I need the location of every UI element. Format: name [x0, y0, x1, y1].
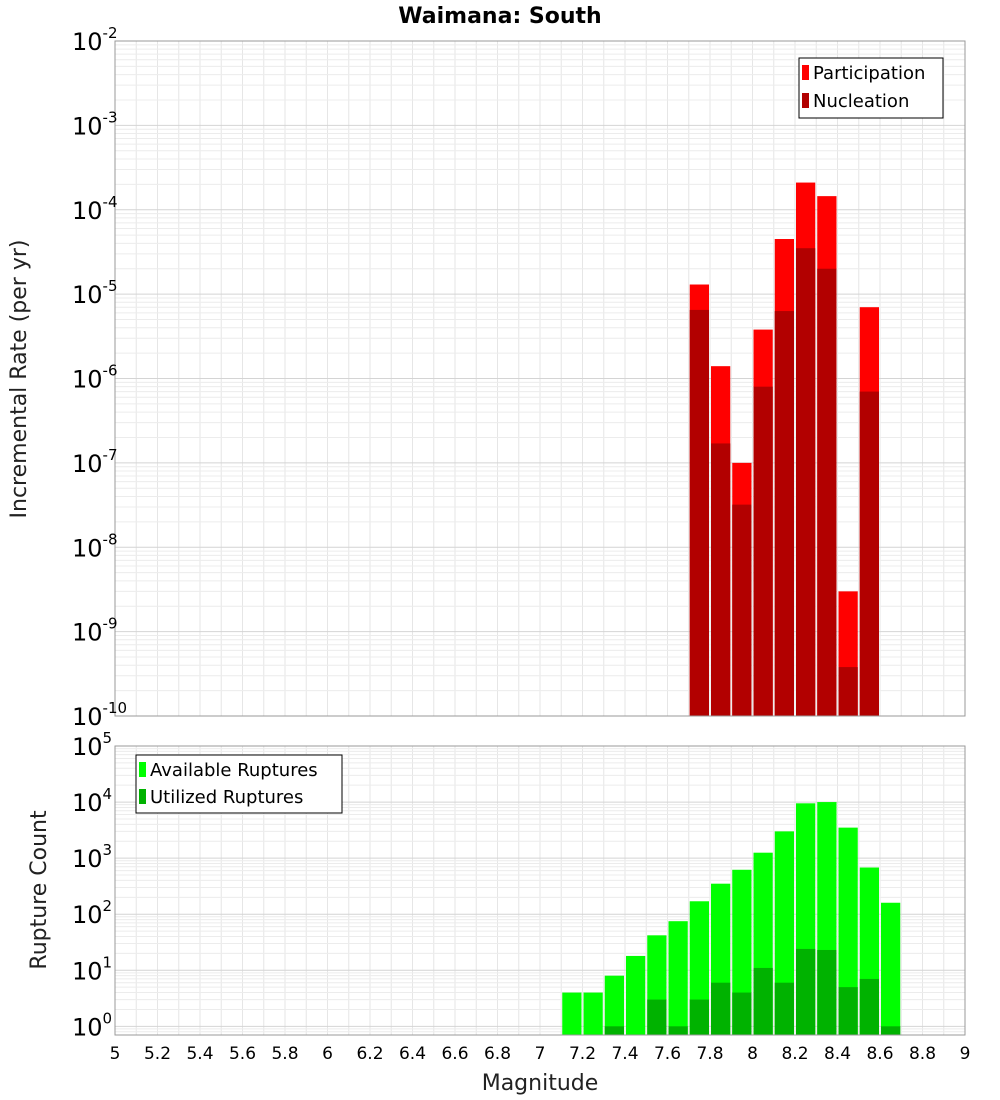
count-bar-utilized-ruptures-7.65 — [668, 1026, 688, 1035]
top-y-ticks: 10-2 10-3 10-4 10-5 10-6 10-7 10-8 10-9 10-10 — [72, 24, 127, 731]
top-grid — [114, 41, 966, 717]
count-bar-available-ruptures-8.65 — [881, 902, 901, 1035]
x-ticks: 5 5.2 5.4 5.6 5.8 6 6.2 6.4 6.6 6.8 7 7.2 7.4 7.6 7.8 8… — [110, 1044, 971, 1064]
x-tick-label: 6.6 — [441, 1044, 468, 1064]
legend-label-participation: Participation — [813, 63, 925, 84]
top-y-tick-label: 10-5 — [72, 277, 118, 309]
x-tick-label: 7.6 — [654, 1044, 681, 1064]
rate-bar-nucleation-7.95 — [732, 504, 752, 716]
top-y-tick-label: 10-3 — [72, 108, 118, 140]
count-bar-available-ruptures-7.35 — [604, 975, 624, 1035]
bottom-legend-box — [135, 754, 343, 814]
x-tick-label: 8.4 — [824, 1044, 851, 1064]
x-tick-label: 8.2 — [781, 1044, 808, 1064]
count-bar-available-ruptures-7.45 — [626, 955, 646, 1035]
count-bar-available-ruptures-7.65 — [668, 921, 688, 1035]
legend-swatch-participation — [802, 65, 809, 80]
x-tick-label: 5 — [110, 1044, 121, 1064]
x-tick-label: 8.8 — [909, 1044, 936, 1064]
top-legend-box — [798, 57, 944, 119]
top-y-tick-label: 10-7 — [72, 446, 118, 478]
rate-bar-nucleation-8.55 — [859, 391, 879, 716]
x-tick-label: 6.2 — [356, 1044, 383, 1064]
count-bar-utilized-ruptures-8.15 — [774, 982, 794, 1035]
count-bar-utilized-ruptures-7.55 — [647, 999, 667, 1035]
top-y-tick-label: 10-9 — [72, 615, 118, 647]
top-plot-border — [114, 40, 966, 717]
bottom-y-tick-label: 102 — [72, 897, 112, 929]
count-bar-utilized-ruptures-7.95 — [732, 992, 752, 1035]
bottom-y-tick-label: 104 — [72, 785, 112, 817]
top-y-tick-label: 10-8 — [72, 530, 118, 562]
rate-bar-nucleation-8.15 — [774, 311, 794, 716]
bottom-plot-border — [114, 745, 966, 1036]
bottom-y-tick-label: 101 — [72, 953, 112, 985]
top-y-tick-label: 10-10 — [72, 699, 127, 731]
x-tick-label: 8.6 — [866, 1044, 893, 1064]
top-legend: Participation Nucleation — [798, 57, 944, 119]
x-tick-label: 6.4 — [399, 1044, 426, 1064]
bottom-panel: 105 104 103 102 101 100 5 5.2 5.4 5.6 5.8 6 6.2 6.4 6… — [27, 729, 970, 1096]
rate-bar-nucleation-7.85 — [711, 443, 731, 716]
count-bar-utilized-ruptures-8.25 — [796, 948, 816, 1035]
x-tick-label: 7.2 — [569, 1044, 596, 1064]
x-tick-label: 7.4 — [611, 1044, 638, 1064]
x-axis-label: Magnitude — [482, 1071, 599, 1096]
x-tick-label: 5.8 — [271, 1044, 298, 1064]
x-tick-label: 5.6 — [229, 1044, 256, 1064]
top-y-tick-label: 10-6 — [72, 362, 118, 394]
count-bar-available-ruptures-8.45 — [838, 827, 858, 1035]
x-tick-label: 7.8 — [696, 1044, 723, 1064]
bottom-bars — [562, 802, 901, 1035]
rate-bar-nucleation-8.25 — [796, 248, 816, 717]
count-bar-utilized-ruptures-7.75 — [689, 999, 709, 1035]
rate-bar-nucleation-8.05 — [753, 386, 773, 716]
count-bar-utilized-ruptures-8.45 — [838, 987, 858, 1035]
bottom-y-axis-label: Rupture Count — [27, 810, 52, 970]
count-bar-utilized-ruptures-7.85 — [711, 982, 731, 1035]
x-tick-label: 8 — [747, 1044, 758, 1064]
count-bar-available-ruptures-7.15 — [562, 992, 582, 1035]
rate-bar-nucleation-8.35 — [817, 268, 837, 716]
legend-label-available-ruptures: Available Ruptures — [150, 760, 318, 781]
count-bar-utilized-ruptures-8.65 — [881, 1026, 901, 1035]
bottom-legend: Available Ruptures Utilized Ruptures — [135, 754, 343, 814]
rate-bar-nucleation-8.45 — [838, 667, 858, 716]
count-bar-utilized-ruptures-8.55 — [859, 978, 879, 1035]
bottom-y-tick-label: 100 — [72, 1009, 112, 1041]
legend-label-utilized-ruptures: Utilized Ruptures — [150, 787, 303, 808]
x-tick-label: 7 — [535, 1044, 546, 1064]
top-y-tick-label: 10-2 — [72, 24, 118, 56]
x-tick-label: 9 — [960, 1044, 971, 1064]
x-tick-label: 5.4 — [186, 1044, 213, 1064]
legend-label-nucleation: Nucleation — [813, 91, 909, 112]
x-tick-label: 5.2 — [144, 1044, 171, 1064]
top-panel: 10-2 10-3 10-4 10-5 10-6 10-7 10-8 10-9 10-10 In… — [7, 24, 966, 731]
legend-swatch-utilized-ruptures — [139, 789, 146, 804]
count-bar-utilized-ruptures-8.05 — [753, 967, 773, 1035]
count-bar-utilized-ruptures-8.35 — [817, 949, 837, 1035]
legend-swatch-available-ruptures — [139, 762, 146, 777]
chart-title: Waimana: South — [398, 4, 601, 29]
count-bar-available-ruptures-7.25 — [583, 992, 603, 1035]
top-y-axis-label: Incremental Rate (per yr) — [7, 240, 32, 519]
bottom-y-tick-label: 105 — [72, 729, 112, 761]
bottom-y-tick-label: 103 — [72, 841, 112, 873]
legend-swatch-nucleation — [802, 93, 809, 108]
x-tick-label: 6.8 — [484, 1044, 511, 1064]
count-bar-utilized-ruptures-7.35 — [604, 1026, 624, 1035]
top-y-tick-label: 10-4 — [72, 193, 118, 225]
bottom-y-ticks: 105 104 103 102 101 100 — [72, 729, 112, 1041]
rate-bar-nucleation-7.75 — [689, 309, 709, 716]
top-bars — [689, 182, 879, 717]
x-tick-label: 6 — [322, 1044, 333, 1064]
